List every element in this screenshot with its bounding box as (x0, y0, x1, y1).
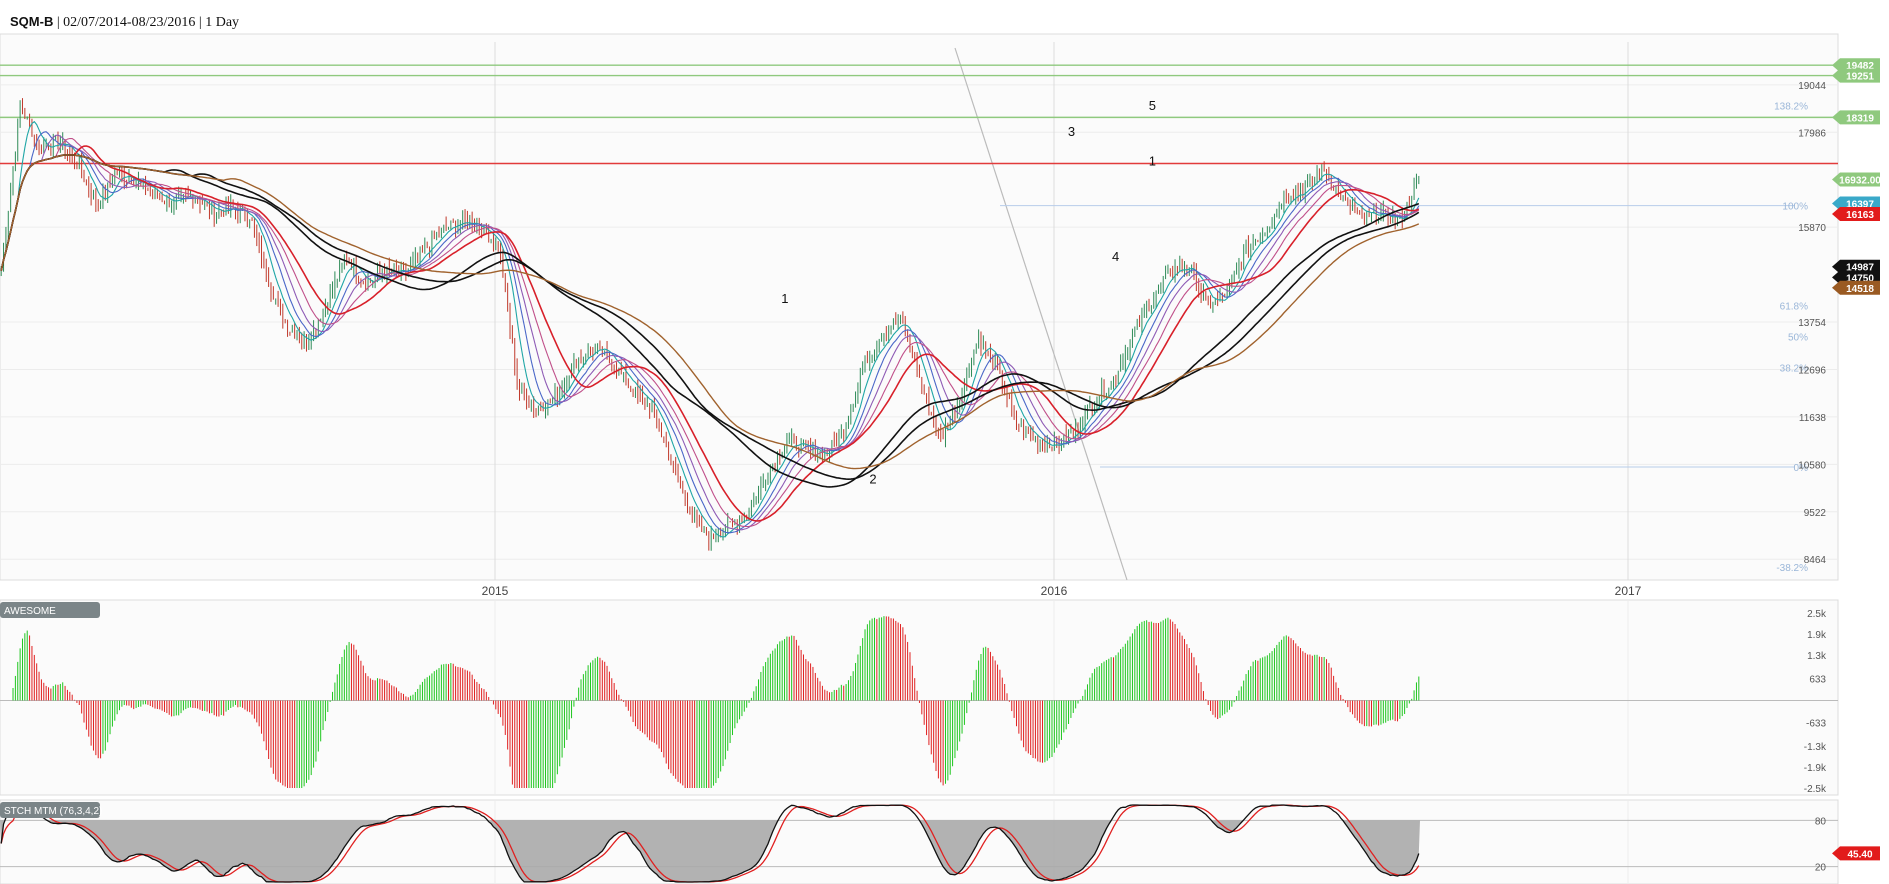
price-tag: 19251 (1832, 68, 1880, 83)
fib-level-label: 61.8% (1780, 302, 1808, 313)
stoch-main-line (0, 804, 1420, 883)
header-separator: | (56, 15, 64, 30)
y-tick-label: 12696 (1798, 365, 1826, 376)
price-tag-shape (1832, 110, 1880, 125)
wave-label: 1 (1149, 154, 1156, 169)
ma-pink-line (0, 137, 1420, 528)
fib-level-label: 0% (1794, 463, 1809, 474)
y-tick-label: 19044 (1798, 81, 1826, 92)
date-range-label: 02/07/2014-08/23/2016 (63, 15, 196, 30)
price-tag-shape (1832, 259, 1880, 274)
price-tag: 14518 (1832, 280, 1880, 295)
ma-red-line (0, 145, 1420, 522)
price-tag-label: 16163 (1846, 210, 1874, 221)
awesome-y-tick-label: -2.5k (1804, 784, 1827, 795)
price-tag: 18319 (1832, 110, 1880, 125)
stoch-y-tick-label: 20 (1815, 863, 1827, 874)
main-grid (0, 33, 1839, 884)
fib-level-label: -38.2% (1776, 563, 1808, 574)
awesome-title-badge (0, 602, 100, 618)
trend-line (954, 47, 1128, 581)
price-tag-label: 14750 (1846, 273, 1874, 284)
y-tick-label: 10580 (1798, 460, 1826, 471)
price-tag-label: 16397 (1846, 200, 1874, 211)
price-tag-label: 16932.00 (1839, 176, 1881, 187)
price-tag: 16163 (1832, 207, 1880, 222)
stoch-value-tag (1832, 846, 1880, 861)
x-tick-label: 2017 (1615, 584, 1642, 598)
y-tick-label: 13754 (1798, 318, 1826, 329)
x-tick-label: 2015 (482, 584, 509, 598)
stoch-title: STCH MTM (76,3,4,2) (4, 806, 102, 817)
price-panel[interactable]: 138.2% 100% 61.8% 50% 38.2% 0% -38.2% 1 5 3 4 1 2 (0, 47, 1838, 581)
ma-black-line-2 (0, 154, 1420, 481)
awesome-bars[interactable] (1, 616, 1420, 788)
stoch-title-badge (0, 802, 100, 818)
symbol-label: SQM-B (10, 14, 54, 29)
header-separator: | (198, 15, 206, 30)
price-tag-shape (1832, 68, 1880, 83)
price-tag-shape (1832, 207, 1880, 222)
ma-blue-line (0, 131, 1420, 534)
wave-label: 4 (1112, 249, 1119, 264)
price-tag: 16932.00 (1832, 172, 1881, 187)
wave-label: 3 (1068, 124, 1075, 139)
price-tag-label: 19251 (1846, 72, 1874, 83)
ma-purple-line (0, 134, 1420, 531)
stochastic-momentum-panel[interactable]: STCH MTM (76,3,4,2) 80 20 45.40 (0, 802, 1880, 883)
price-plot-background (0, 33, 1839, 581)
awesome-y-tick-label: -633 (1806, 719, 1826, 730)
y-tick-label: 11638 (1799, 413, 1827, 424)
awesome-y-tick-label: 1.3k (1807, 651, 1827, 662)
stoch-value-label: 45.40 (1847, 849, 1872, 860)
price-tag-label: 14518 (1846, 284, 1874, 295)
x-tick-label: 2016 (1041, 584, 1068, 598)
stoch-y-tick-label: 80 (1815, 816, 1827, 827)
y-tick-label: 15870 (1798, 223, 1826, 234)
price-tag-label: 19482 (1846, 61, 1874, 72)
y-tick-label: 17986 (1798, 128, 1826, 139)
awesome-y-tick-label: -1.9k (1804, 763, 1827, 774)
ma-brown-line (0, 154, 1420, 470)
awesome-title: AWESOME (4, 606, 56, 617)
awesome-oscillator-panel[interactable]: AWESOME 2.5k 1.9k 1.3k 633 -633 -1.3k -1.9k -2.5… (0, 602, 1838, 795)
price-tag-label: 18319 (1846, 113, 1874, 124)
stoch-shaded-area (0, 820, 1420, 882)
awesome-y-tick-label: 2.5k (1807, 609, 1827, 620)
fib-level-label: 100% (1782, 202, 1808, 213)
interval-label: 1 Day (205, 15, 240, 30)
axis-labels: 2015 2016 20171904417986158701375412696116… (482, 58, 1881, 598)
awesome-y-tick-label: 1.9k (1807, 630, 1827, 641)
fib-level-label: 38.2% (1780, 363, 1808, 374)
price-tag-shape (1832, 172, 1880, 187)
candlestick-bars[interactable] (0, 98, 1420, 551)
y-tick-label: 8464 (1804, 555, 1827, 566)
awesome-y-tick-label: -1.3k (1804, 742, 1827, 753)
y-tick-label: 9522 (1804, 508, 1827, 519)
price-tag: 14987 (1832, 259, 1880, 274)
price-tag-label: 14987 (1846, 263, 1874, 274)
wave-label: 5 (1149, 98, 1156, 113)
awesome-y-tick-label: 633 (1809, 674, 1826, 685)
ma-teal-line (0, 120, 1420, 538)
price-tag-shape (1832, 280, 1880, 295)
fib-level-label: 138.2% (1774, 102, 1808, 113)
chart-header: SQM-B | 02/07/2014-08/23/2016 | 1 Day (10, 14, 239, 31)
fib-level-label: 50% (1788, 333, 1808, 344)
wave-label: 2 (869, 472, 876, 487)
wave-label: 1 (781, 291, 788, 306)
